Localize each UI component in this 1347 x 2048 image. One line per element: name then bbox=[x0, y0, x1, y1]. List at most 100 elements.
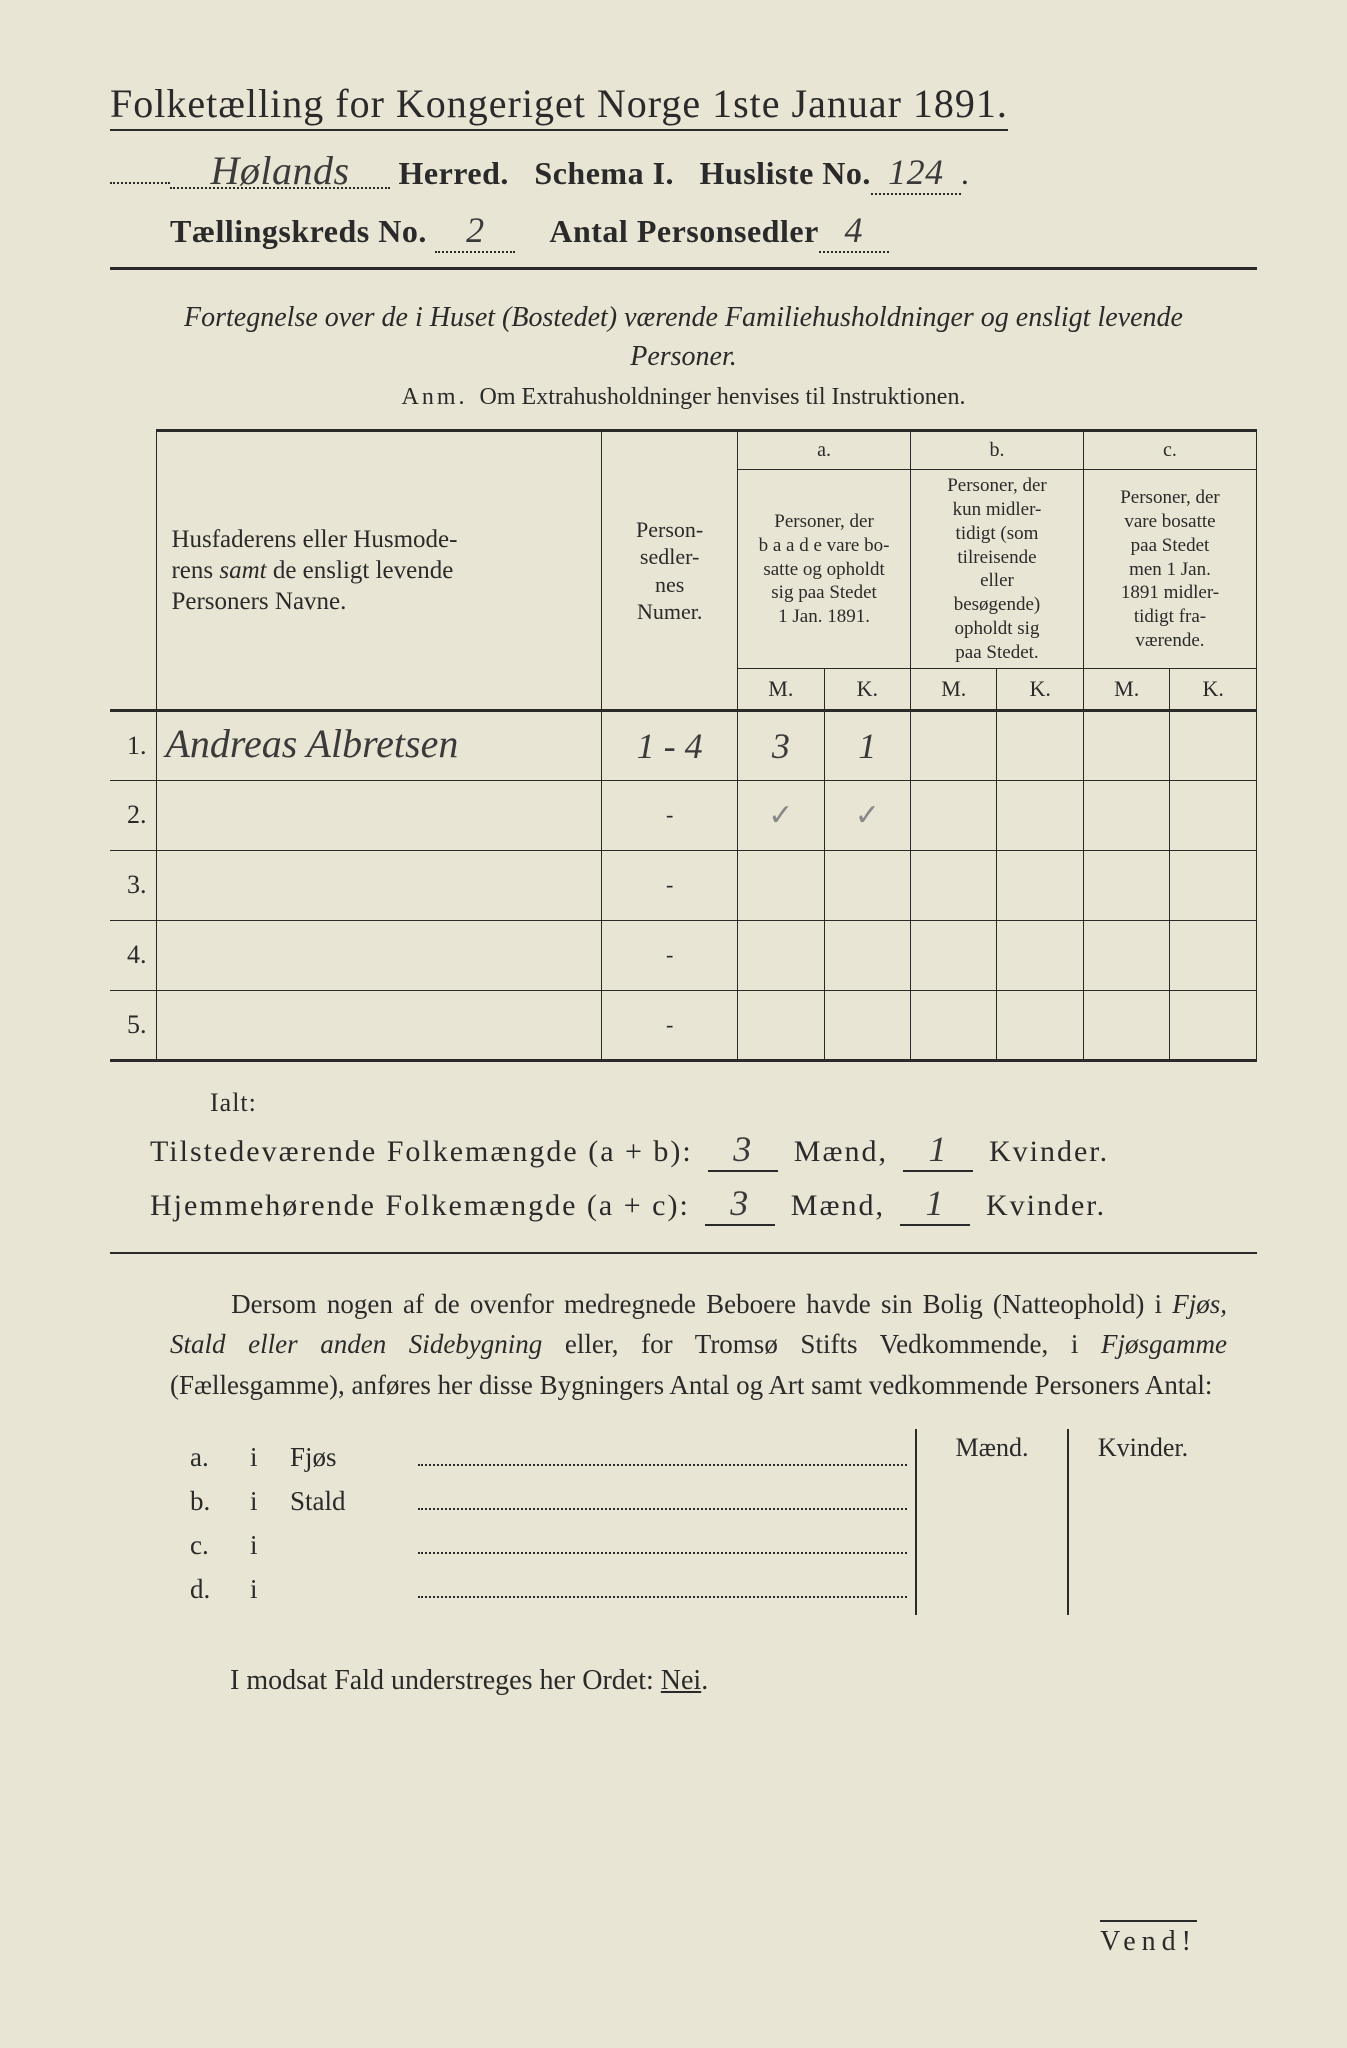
building-cols: Mænd. Kvinder. bbox=[915, 1429, 1217, 1615]
herred-value: Hølands bbox=[170, 155, 390, 189]
dotted-line bbox=[418, 1483, 907, 1510]
col-names: Husfaderens eller Husmode-rens samt de e… bbox=[171, 526, 457, 616]
header-line-1: Hølands Herred. Schema I. Husliste No.12… bbox=[110, 151, 1257, 195]
divider-1 bbox=[110, 267, 1257, 270]
row-ck bbox=[1170, 780, 1257, 850]
census-form-page: Folketælling for Kongeriget Norge 1ste J… bbox=[0, 0, 1347, 2048]
row-am bbox=[738, 990, 824, 1060]
row-name bbox=[157, 850, 602, 920]
row-cm bbox=[1083, 920, 1169, 990]
anm-label: Anm. bbox=[402, 384, 468, 410]
row-num: 2. bbox=[110, 780, 157, 850]
row-bm bbox=[911, 710, 997, 780]
col-c-text: Personer, dervare bosattepaa Stedetmen 1… bbox=[1120, 487, 1219, 651]
para-t2: eller, for Tromsø Stifts Vedkommende, i bbox=[542, 1329, 1101, 1359]
bldg-a: a. bbox=[190, 1442, 250, 1473]
row-ak bbox=[824, 920, 910, 990]
totals-l2-k: 1 bbox=[900, 1182, 970, 1226]
bldg-i: i bbox=[250, 1574, 290, 1605]
row-ps: - bbox=[602, 850, 738, 920]
row-ak: ✓ bbox=[855, 799, 880, 832]
para-t3: (Fællesgamme), anføres her disse Bygning… bbox=[170, 1370, 1212, 1400]
col-am: M. bbox=[738, 669, 824, 711]
row-cm bbox=[1083, 710, 1169, 780]
totals-l2-label: Hjemmehørende Folkemængde (a + c): bbox=[150, 1189, 690, 1222]
row-ps: - bbox=[602, 990, 738, 1060]
divider-2 bbox=[110, 1252, 1257, 1254]
row-cm bbox=[1083, 780, 1169, 850]
totals-line-1: Tilstedeværende Folkemængde (a + b): 3 M… bbox=[150, 1128, 1257, 1172]
household-table: Husfaderens eller Husmode-rens samt de e… bbox=[110, 429, 1257, 1062]
row-ak: 1 bbox=[858, 726, 876, 766]
antal-label: Antal Personsedler bbox=[549, 213, 818, 249]
bldg-kvinder-col: Kvinder. bbox=[1067, 1429, 1217, 1615]
table-row: 3. - bbox=[110, 850, 1257, 920]
vend-label: Vend! bbox=[1100, 1920, 1197, 1958]
row-bm bbox=[911, 990, 997, 1060]
row-bm bbox=[911, 850, 997, 920]
subtitle-text: Fortegnelse over de i Huset (Bostedet) v… bbox=[150, 298, 1217, 376]
col-bm: M. bbox=[911, 669, 997, 711]
row-bk bbox=[997, 990, 1083, 1060]
title-text: Folketælling for Kongeriget Norge 1ste J… bbox=[110, 80, 1008, 131]
row-ck bbox=[1170, 850, 1257, 920]
bldg-name: Stald bbox=[290, 1486, 410, 1517]
col-bk: K. bbox=[997, 669, 1083, 711]
col-c-top: c. bbox=[1083, 431, 1256, 470]
col-a-top: a. bbox=[738, 431, 911, 470]
row-ck bbox=[1170, 710, 1257, 780]
maend-label: Mænd, bbox=[791, 1189, 885, 1222]
antal-value: 4 bbox=[819, 209, 889, 253]
bldg-a: d. bbox=[190, 1574, 250, 1605]
modsat-pre: I modsat Fald understreges her Ordet: bbox=[230, 1665, 661, 1696]
col-b-top: b. bbox=[911, 431, 1084, 470]
row-cm bbox=[1083, 850, 1169, 920]
dotted-line bbox=[418, 1527, 907, 1554]
row-num: 3. bbox=[110, 850, 157, 920]
col-a-text: Personer, derb a a d e vare bo-satte og … bbox=[759, 511, 890, 627]
row-bk bbox=[997, 920, 1083, 990]
anm-text: Om Extrahusholdninger henvises til Instr… bbox=[480, 384, 966, 410]
totals-l1-label: Tilstedeværende Folkemængde (a + b): bbox=[150, 1135, 693, 1168]
bldg-i: i bbox=[250, 1442, 290, 1473]
building-row: d. i bbox=[190, 1571, 915, 1605]
col-ps: Person-sedler-nesNumer. bbox=[636, 517, 703, 625]
row-name bbox=[157, 920, 602, 990]
kvinder-label: Kvinder. bbox=[986, 1189, 1106, 1222]
dotted-line bbox=[418, 1439, 907, 1466]
row-name bbox=[157, 780, 602, 850]
building-row: c. i bbox=[190, 1527, 915, 1561]
row-am: ✓ bbox=[768, 799, 793, 832]
modsat-nei: Nei bbox=[661, 1665, 701, 1696]
building-table: a. i Fjøs b. i Stald c. i d. i bbox=[190, 1429, 1217, 1615]
bldg-i: i bbox=[250, 1530, 290, 1561]
row-am bbox=[738, 920, 824, 990]
bldg-a: c. bbox=[190, 1530, 250, 1561]
totals-l1-m: 3 bbox=[708, 1128, 778, 1172]
col-ck: K. bbox=[1170, 669, 1257, 711]
row-name bbox=[157, 990, 602, 1060]
totals-l1-k: 1 bbox=[903, 1128, 973, 1172]
anm-line: Anm. Om Extrahusholdninger henvises til … bbox=[110, 384, 1257, 411]
para-i2: Fjøsgamme bbox=[1101, 1329, 1227, 1359]
page-title: Folketælling for Kongeriget Norge 1ste J… bbox=[110, 80, 1257, 151]
building-row: b. i Stald bbox=[190, 1483, 915, 1517]
col-ak: K. bbox=[824, 669, 910, 711]
kreds-label: Tællingskreds No. bbox=[170, 213, 427, 249]
bldg-a: b. bbox=[190, 1486, 250, 1517]
table-row: 4. - bbox=[110, 920, 1257, 990]
row-bk bbox=[997, 780, 1083, 850]
col-b-text: Personer, derkun midler-tidigt (somtilre… bbox=[947, 475, 1046, 662]
row-ck bbox=[1170, 990, 1257, 1060]
row-num: 5. bbox=[110, 990, 157, 1060]
header-line-2: Tællingskreds No. 2 Antal Personsedler4 bbox=[170, 209, 1257, 253]
table-row: 2. - ✓ ✓ bbox=[110, 780, 1257, 850]
row-bk bbox=[997, 710, 1083, 780]
ialt-label: Ialt: bbox=[210, 1088, 1257, 1118]
row-ps: - bbox=[602, 920, 738, 990]
kvinder-label: Kvinder. bbox=[989, 1135, 1109, 1168]
row-num: 1. bbox=[110, 710, 157, 780]
maend-label: Mænd, bbox=[794, 1135, 888, 1168]
building-paragraph: Dersom nogen af de ovenfor medregnede Be… bbox=[170, 1284, 1227, 1406]
row-ak bbox=[824, 850, 910, 920]
